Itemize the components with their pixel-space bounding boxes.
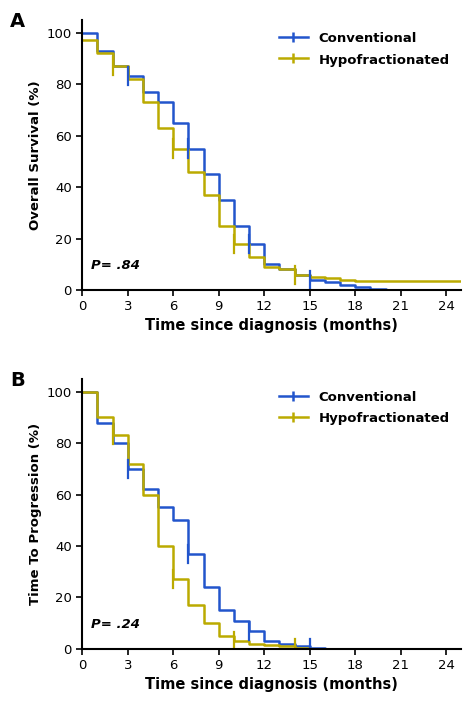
- Legend: Conventional, Hypofractionated: Conventional, Hypofractionated: [273, 27, 455, 72]
- Legend: Conventional, Hypofractionated: Conventional, Hypofractionated: [273, 385, 455, 431]
- Y-axis label: Overall Survival (%): Overall Survival (%): [29, 80, 43, 230]
- Text: A: A: [10, 12, 26, 31]
- X-axis label: Time since diagnosis (months): Time since diagnosis (months): [146, 677, 398, 691]
- Text: P= .24: P= .24: [91, 618, 140, 631]
- X-axis label: Time since diagnosis (months): Time since diagnosis (months): [146, 318, 398, 332]
- Text: P= .84: P= .84: [91, 259, 140, 272]
- Y-axis label: Time To Progression (%): Time To Progression (%): [29, 423, 43, 605]
- Text: B: B: [10, 371, 25, 390]
